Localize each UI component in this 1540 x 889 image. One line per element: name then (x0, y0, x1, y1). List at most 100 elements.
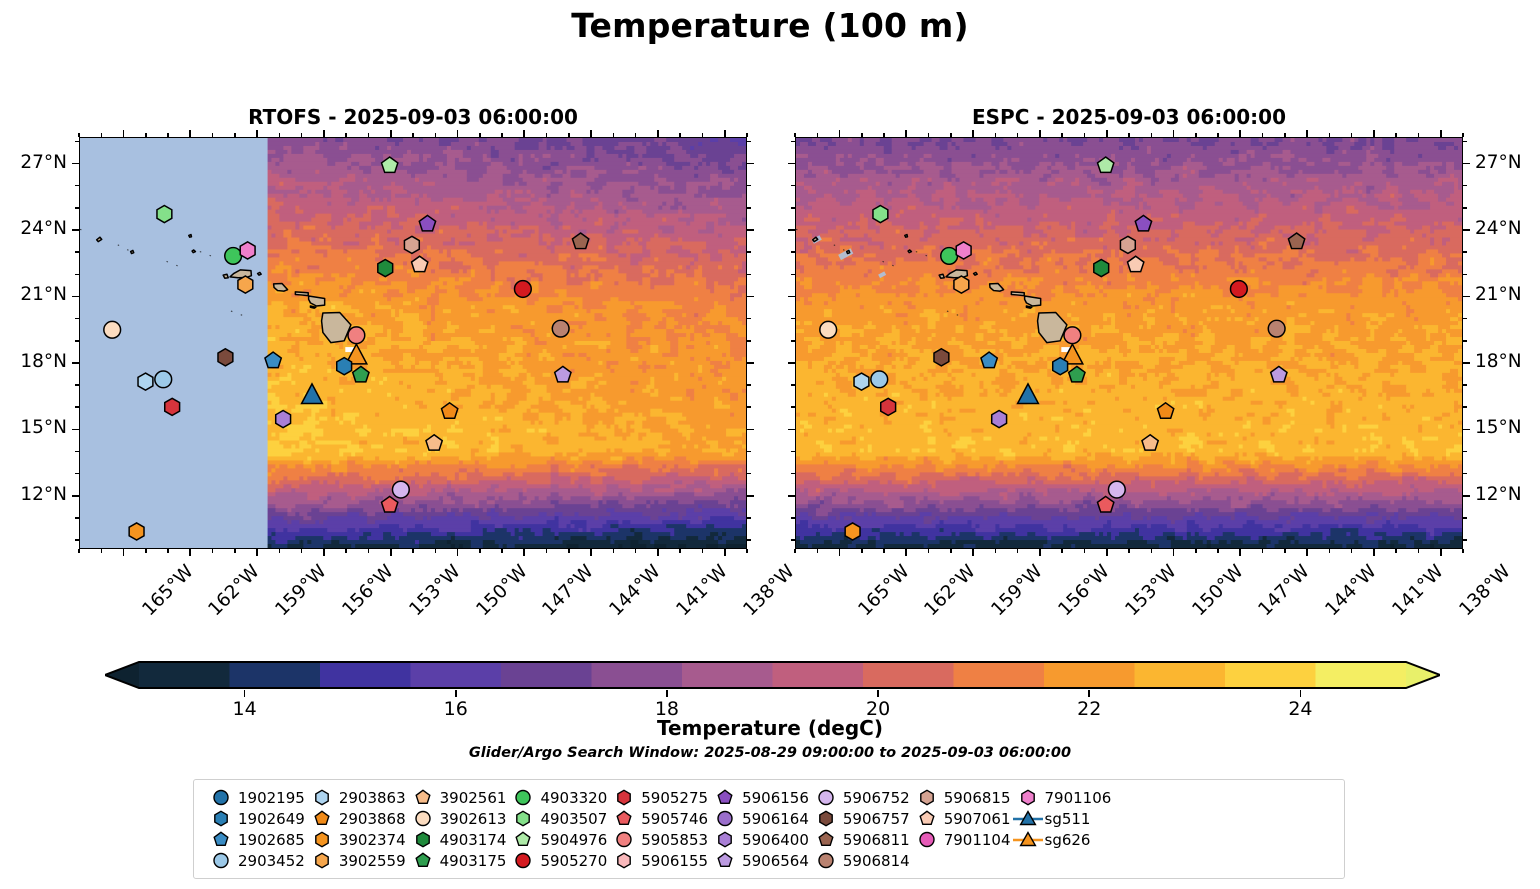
legend-marker-4903507[interactable] (506, 808, 540, 829)
map-marker-7901106[interactable] (955, 241, 972, 260)
legend-marker-3902374[interactable] (305, 829, 339, 850)
legend-marker-2903868[interactable] (305, 808, 339, 829)
legend-marker-3902561[interactable] (406, 787, 440, 808)
map-marker-1902685[interactable] (980, 351, 999, 369)
legend-marker-5906757[interactable] (809, 808, 843, 829)
map-marker-5905853[interactable] (1063, 326, 1082, 345)
legend-marker-4903174[interactable] (406, 829, 440, 850)
map-marker-3902374[interactable] (128, 522, 145, 541)
map-marker-4903174[interactable] (1093, 258, 1110, 278)
legend-marker-1902649[interactable] (204, 808, 238, 829)
legend-marker-5906811[interactable] (809, 829, 843, 850)
map-marker-5905746[interactable] (380, 495, 399, 513)
map-marker-sg511[interactable] (1016, 382, 1040, 405)
map-panel-rtofs[interactable] (79, 137, 747, 549)
map-marker-4903320[interactable] (940, 246, 959, 266)
map-marker-5904976[interactable] (1096, 156, 1115, 174)
map-marker-5906814[interactable] (1267, 319, 1286, 338)
map-marker-5906564[interactable] (553, 365, 572, 383)
map-marker-7901106[interactable] (239, 241, 256, 260)
legend-marker-5905270[interactable] (506, 850, 540, 871)
legend-marker-4903175[interactable] (406, 850, 440, 871)
legend-marker-2903452[interactable] (204, 850, 238, 871)
xtick-label: 144°W (1321, 561, 1381, 621)
legend-marker-3902613[interactable] (406, 808, 440, 829)
legend-marker-5906156[interactable] (708, 787, 742, 808)
map-marker-5905270[interactable] (1229, 279, 1248, 299)
xtick-minor (883, 133, 885, 137)
map-marker-2903863[interactable] (853, 372, 870, 392)
legend-marker-5905275[interactable] (607, 787, 641, 808)
map-marker-sg626[interactable] (344, 342, 369, 365)
legend-marker-5906814[interactable] (809, 850, 843, 871)
map-marker-5905275[interactable] (879, 397, 897, 417)
map-marker-5906400[interactable] (990, 409, 1008, 429)
legend-marker-5906815[interactable] (910, 787, 944, 808)
map-marker-5906400[interactable] (274, 409, 292, 429)
map-marker-3902561[interactable] (425, 433, 444, 451)
map-marker-5904976[interactable] (380, 156, 399, 174)
map-marker-5906811[interactable] (571, 232, 590, 250)
legend-marker-4903320[interactable] (506, 787, 540, 808)
map-marker-3902559[interactable] (237, 275, 254, 295)
map-marker-1902685[interactable] (264, 351, 283, 369)
map-marker-5907061[interactable] (410, 255, 429, 273)
map-marker-3902613[interactable] (103, 320, 122, 339)
map-marker-2903863[interactable] (137, 372, 154, 392)
map-marker-2903452[interactable] (154, 370, 173, 389)
map-marker-5906815[interactable] (403, 235, 421, 255)
map-marker-5906814[interactable] (551, 319, 570, 338)
map-marker-5905275[interactable] (163, 397, 181, 417)
map-marker-4903174[interactable] (377, 258, 394, 278)
map-marker-5906811[interactable] (1287, 232, 1306, 250)
platform-legend[interactable]: 1902195 2903863 3902561 4903320 5905275 59061… (193, 779, 1345, 879)
colorbar[interactable] (105, 660, 1440, 690)
map-marker-4903320[interactable] (224, 246, 243, 266)
map-marker-5905853[interactable] (347, 326, 366, 345)
legend-marker-5905853[interactable] (607, 829, 641, 850)
map-marker-5906156[interactable] (1134, 214, 1153, 232)
map-marker-5907061[interactable] (1126, 255, 1145, 273)
map-marker-4903175[interactable] (351, 365, 370, 383)
legend-marker-sg511[interactable] (1011, 808, 1045, 829)
legend-marker-1902195[interactable] (204, 787, 238, 808)
map-marker-5905270[interactable] (513, 279, 532, 299)
map-marker-3902613[interactable] (819, 320, 838, 339)
legend-marker-5906164[interactable] (708, 808, 742, 829)
legend-marker-5906752[interactable] (809, 787, 843, 808)
map-marker-3902374[interactable] (844, 522, 861, 541)
map-marker-sg626[interactable] (1060, 342, 1085, 365)
map-marker-sg511[interactable] (300, 382, 324, 405)
map-marker-2903452[interactable] (870, 370, 889, 389)
legend-marker-7901106[interactable] (1011, 787, 1045, 808)
legend-marker-5906155[interactable] (607, 850, 641, 871)
map-marker-5905746[interactable] (1096, 495, 1115, 513)
map-marker-5906156[interactable] (418, 214, 437, 232)
legend-marker-1902685[interactable] (204, 829, 238, 850)
map-marker-1902649[interactable] (1051, 356, 1069, 376)
legend-marker-5904976[interactable] (506, 829, 540, 850)
map-marker-3902561[interactable] (1141, 433, 1160, 451)
legend-marker-5906400[interactable] (708, 829, 742, 850)
map-marker-4903507[interactable] (156, 204, 173, 224)
legend-marker-7901104[interactable] (910, 829, 944, 850)
legend-marker-5906564[interactable] (708, 850, 742, 871)
map-marker-2903868[interactable] (1156, 401, 1175, 419)
map-marker-5906815[interactable] (1119, 235, 1137, 255)
map-panel-espc[interactable] (795, 137, 1463, 549)
map-marker-4903507[interactable] (872, 204, 889, 224)
map-marker-1902649[interactable] (335, 356, 353, 376)
map-marker-5906564[interactable] (1269, 365, 1288, 383)
legend-marker-sg626[interactable] (1011, 829, 1045, 850)
map-marker-4903175[interactable] (1067, 365, 1086, 383)
map-marker-3902559[interactable] (953, 275, 970, 295)
legend-marker-5907061[interactable] (910, 808, 944, 829)
map-marker-2903868[interactable] (440, 401, 459, 419)
map-marker-5906752[interactable] (1107, 480, 1126, 499)
legend-marker-3902559[interactable] (305, 850, 339, 871)
legend-marker-2903863[interactable] (305, 787, 339, 808)
legend-marker-5905746[interactable] (607, 808, 641, 829)
map-marker-5906757[interactable] (933, 347, 950, 367)
map-marker-5906752[interactable] (391, 480, 410, 499)
map-marker-5906757[interactable] (217, 347, 234, 367)
